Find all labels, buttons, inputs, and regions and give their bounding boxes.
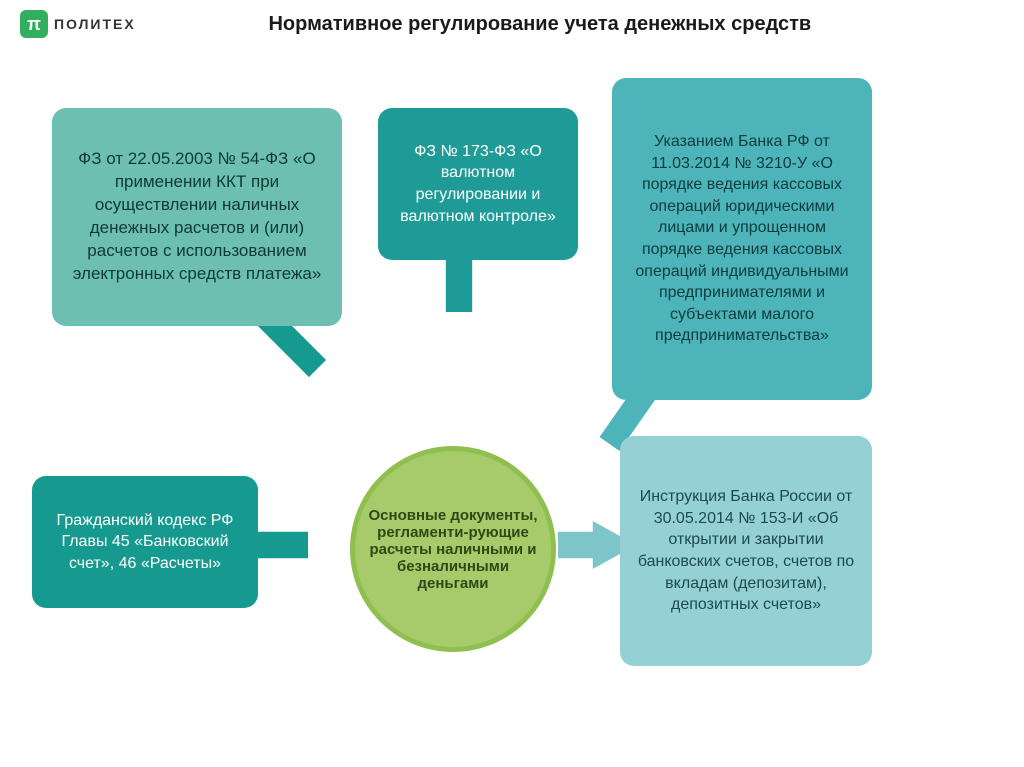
logo-text: ПОЛИТЕХ	[54, 16, 136, 32]
diagram-box-box3: Указанием Банка РФ от 11.03.2014 № 3210-…	[612, 78, 872, 400]
page-title: Нормативное регулирование учета денежных…	[136, 13, 1004, 36]
header: π ПОЛИТЕХ Нормативное регулирование учет…	[0, 0, 1024, 46]
logo-badge-icon: π	[20, 10, 48, 38]
diagram-box-box2: ФЗ № 173-ФЗ «О валютном регулировании и …	[378, 108, 578, 260]
center-node: Основные документы, регламенти-рующие ра…	[350, 446, 556, 652]
logo: π ПОЛИТЕХ	[20, 10, 136, 38]
logo-symbol: π	[27, 14, 41, 35]
diagram-box-box1: ФЗ от 22.05.2003 № 54-ФЗ «О применении К…	[52, 108, 342, 326]
diagram-box-box4: Гражданский кодекс РФ Главы 45 «Банковск…	[32, 476, 258, 608]
diagram-canvas: ФЗ от 22.05.2003 № 54-ФЗ «О применении К…	[0, 46, 1024, 746]
diagram-box-box5: Инструкция Банка России от 30.05.2014 № …	[620, 436, 872, 666]
